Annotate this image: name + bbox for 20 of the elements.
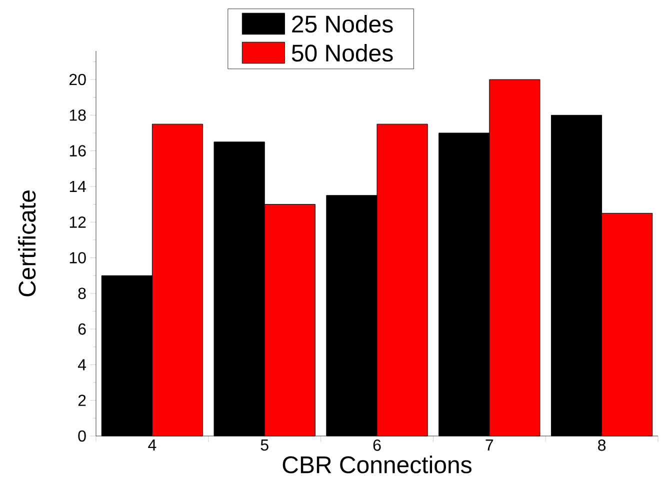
- y-tick-label: 14: [70, 180, 86, 192]
- x-axis-title: CBR Connections: [282, 456, 472, 474]
- legend-label: 25 Nodes: [292, 14, 393, 33]
- x-tick-label: 7: [486, 440, 494, 451]
- y-tick-label: 12: [70, 216, 86, 228]
- x-tick-label: 8: [598, 440, 606, 451]
- y-tick-label: 20: [69, 74, 86, 86]
- y-tick-label: 2: [78, 394, 86, 406]
- y-tick-label: 8: [78, 288, 86, 300]
- y-tick-label: 0: [78, 430, 86, 442]
- x-tick-label: 6: [373, 440, 381, 451]
- y-tick-label: 10: [70, 252, 86, 264]
- y-tick-label: 18: [70, 110, 86, 121]
- x-tick-label: 4: [148, 440, 156, 451]
- x-tick-label: 5: [260, 440, 268, 451]
- y-tick-label: 6: [78, 323, 86, 335]
- y-tick-label: 16: [70, 145, 86, 156]
- y-tick-label: 4: [78, 359, 86, 370]
- y-axis-title: Certificate: [18, 190, 36, 296]
- legend-label: 50 Nodes: [292, 44, 393, 62]
